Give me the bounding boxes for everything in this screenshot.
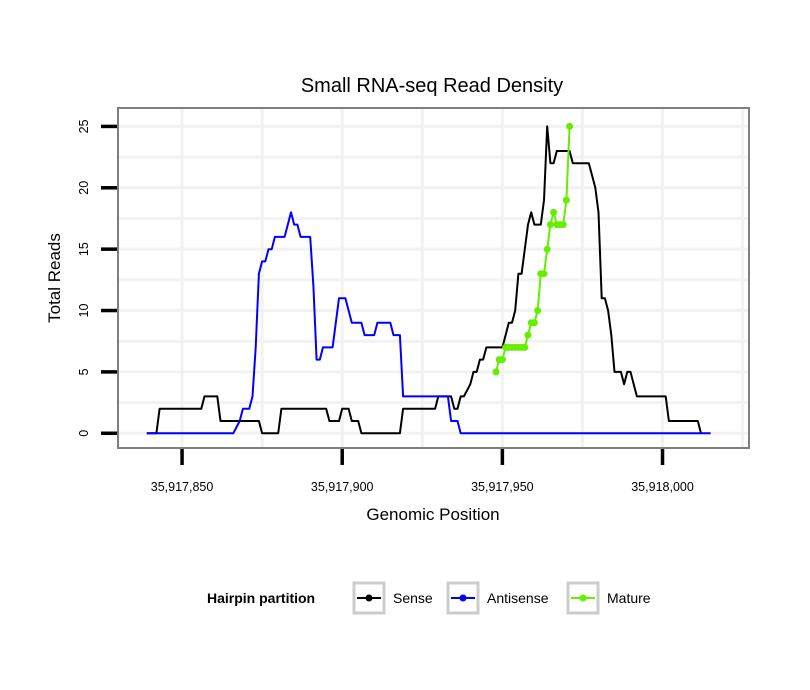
- y-tick-label: 15: [77, 242, 91, 256]
- series-line-sense: [146, 125, 702, 435]
- axes: 35,917,850 35,917,900 35,917,950 35,918,000…: [77, 119, 694, 494]
- y-tick-label: 5: [77, 368, 91, 375]
- data-point-mature: [498, 356, 506, 364]
- legend-label: Sense: [393, 590, 433, 606]
- data-point-mature: [524, 331, 532, 339]
- data-point-mature: [546, 221, 554, 229]
- y-tick-label: 0: [77, 430, 91, 437]
- legend-key-point: [365, 594, 373, 602]
- data-point-mature: [521, 343, 529, 351]
- data-point-mature: [530, 319, 538, 327]
- legend-label: Mature: [607, 590, 651, 606]
- data-point-mature: [550, 208, 558, 216]
- x-tick-label: 35,917,950: [471, 480, 534, 494]
- data-point-mature: [566, 122, 574, 130]
- x-tick-label: 35,917,850: [151, 480, 214, 494]
- legend: Hairpin partition Sense Antisense Mature: [207, 581, 651, 615]
- data-point-mature: [540, 270, 548, 278]
- y-tick-label: 25: [77, 119, 91, 133]
- chart-title: Small RNA-seq Read Density: [301, 75, 563, 97]
- x-tick-label: 35,918,000: [631, 480, 694, 494]
- series-line-antisense: [146, 211, 711, 435]
- y-tick-label: 10: [77, 304, 91, 318]
- legend-key-point: [579, 594, 587, 602]
- series-layer: [146, 122, 711, 435]
- plot-border: [117, 107, 750, 449]
- data-point-mature: [492, 368, 500, 376]
- data-point-mature: [562, 196, 570, 204]
- legend-key-point: [459, 594, 467, 602]
- legend-title: Hairpin partition: [207, 590, 315, 606]
- x-tick-label: 35,917,900: [311, 480, 374, 494]
- x-axis-label: Genomic Position: [366, 505, 499, 524]
- y-axis-label: Total Reads: [45, 233, 64, 323]
- data-point-mature: [534, 307, 542, 314]
- data-point-mature: [543, 245, 551, 253]
- plot-panel: [118, 108, 749, 448]
- y-tick-label: 20: [77, 181, 91, 195]
- legend-label: Antisense: [487, 590, 549, 606]
- data-point-mature: [559, 221, 567, 229]
